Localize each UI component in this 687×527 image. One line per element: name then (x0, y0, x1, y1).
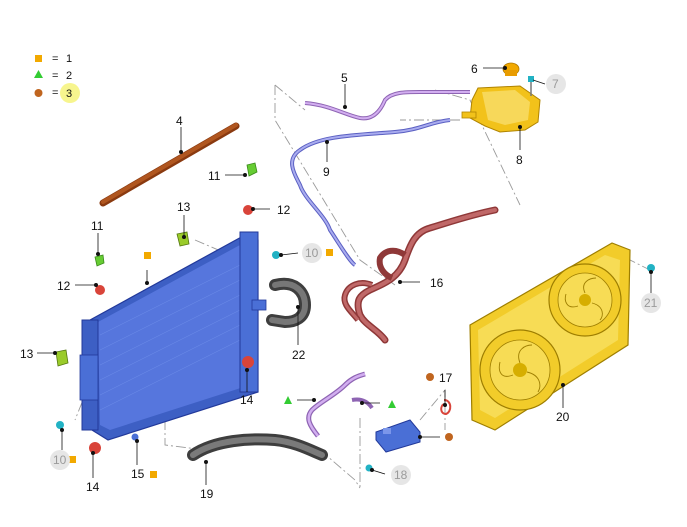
lower-red-hose (341, 206, 499, 344)
callout-8: 8 (516, 153, 523, 167)
marker-circle (445, 433, 453, 441)
callout-7: 7 (552, 77, 559, 91)
radiator (79, 231, 267, 441)
legend-value-3: 3 (66, 88, 72, 100)
callout-20: 20 (556, 410, 570, 424)
callout-markers (69, 249, 453, 478)
assembly-line (434, 89, 521, 206)
callout-10-upper: 10 (305, 246, 319, 260)
radiator-outlet-hose (266, 277, 312, 329)
callout-12-lower: 12 (57, 279, 71, 293)
callout-13-upper: 13 (177, 200, 191, 214)
callout-22: 22 (292, 348, 306, 362)
marker-triangle (284, 396, 292, 404)
blue-coolant-hose (290, 118, 451, 267)
legend: = 1 = 2 = 3 (34, 53, 80, 103)
callout-12-upper: 12 (277, 203, 291, 217)
tank-clip (528, 76, 534, 96)
legend-eq-3: = (52, 87, 58, 99)
callout-9: 9 (323, 165, 330, 179)
callout-6: 6 (471, 62, 478, 76)
callout-21: 21 (644, 296, 658, 310)
marker-square (326, 249, 333, 256)
assembly-line (164, 420, 206, 451)
assembly-line (274, 85, 396, 286)
marker-square (69, 456, 76, 463)
coolant-bracket (375, 419, 421, 453)
callout-11-upper: 11 (208, 169, 221, 183)
callout-17: 17 (439, 371, 453, 385)
expansion-tank (461, 85, 541, 133)
lower-purple-hose (306, 371, 374, 438)
legend-eq-2: = (52, 70, 58, 82)
callout-10-lower: 10 (53, 453, 67, 467)
marker-square (150, 471, 157, 478)
callout-11-lower: 11 (91, 219, 104, 233)
marker-square (144, 252, 151, 259)
legend-square-symbol (35, 55, 42, 62)
assembly-line (274, 84, 306, 111)
callout-13-lower: 13 (20, 347, 34, 361)
callout-5: 5 (341, 71, 348, 85)
upper-mounting-rod (99, 122, 240, 207)
legend-value-1: 1 (66, 53, 72, 65)
upper-vent-hose (304, 90, 470, 121)
callout-15: 15 (131, 467, 145, 481)
legend-highlight (60, 83, 80, 103)
fan-shroud (469, 242, 631, 431)
legend-circle-symbol (34, 89, 43, 97)
callout-14-left: 14 (86, 480, 100, 494)
callout-14-right: 14 (240, 393, 254, 407)
legend-value-2: 2 (66, 70, 72, 82)
marker-triangle (388, 400, 396, 408)
callout-16: 16 (430, 276, 444, 290)
marker-circle (426, 373, 434, 381)
leader-lines (37, 66, 653, 485)
callout-labels: 4 5 6 7 8 9 10 10 11 11 12 12 13 13 14 1… (20, 62, 658, 501)
lower-radiator-hose (187, 433, 328, 461)
legend-triangle-symbol (34, 70, 43, 78)
callout-4: 4 (176, 114, 183, 128)
legend-eq-1: = (52, 53, 58, 65)
expansion-tank-cap (502, 62, 520, 76)
callout-19: 19 (200, 487, 214, 501)
muted-callout-badges (50, 74, 661, 485)
callout-18: 18 (394, 468, 408, 482)
clips (55, 162, 655, 472)
